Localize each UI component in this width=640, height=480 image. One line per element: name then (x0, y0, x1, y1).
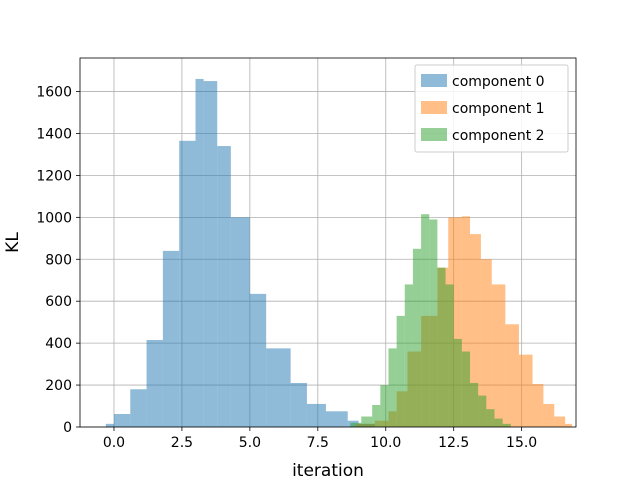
histogram-bar (491, 284, 506, 427)
y-axis-ticks: 0 200 400 600 800 1000 1200 1400 1600 (36, 85, 80, 436)
histogram-bar (105, 423, 114, 427)
histogram-bar (113, 414, 131, 427)
histogram-bar (478, 395, 487, 427)
y-tick-label: 200 (45, 378, 72, 394)
plot-frame (79, 57, 577, 428)
histogram-bar (388, 348, 397, 427)
histogram-bar (350, 422, 362, 427)
histogram-bar (502, 423, 511, 427)
y-tick-label: 0 (63, 420, 72, 436)
histogram-bar (325, 411, 348, 427)
histogram-bar (480, 259, 492, 427)
histogram-bars (105, 78, 572, 427)
legend-box (414, 64, 569, 153)
histogram-bar (470, 234, 481, 427)
histogram-bar (461, 351, 471, 427)
x-axis-ticks: 0.0 2.5 5.0 7.5 10.0 12.5 15.0 (103, 427, 537, 451)
x-tick-label: 0.0 (103, 435, 125, 451)
histogram-bar (429, 219, 438, 427)
histogram-bar (565, 423, 572, 427)
histogram-bar (372, 404, 381, 427)
y-axis-label: KL (3, 232, 23, 253)
series-2-bars (350, 214, 511, 427)
histogram-bar (543, 403, 555, 427)
histogram-bar (494, 418, 503, 427)
histogram-bar (470, 382, 479, 427)
y-tick-label: 1600 (36, 85, 72, 101)
histogram-bar (146, 339, 163, 427)
histogram-bar (230, 217, 250, 427)
histogram-bar (453, 338, 462, 427)
x-tick-label: 15.0 (506, 435, 537, 451)
histogram-bar (249, 293, 267, 427)
histogram-bar (130, 389, 147, 427)
histogram-bar (203, 81, 218, 427)
histogram-bar (437, 267, 446, 427)
series-0-bars (105, 78, 375, 427)
histogram-bar (266, 348, 291, 427)
histogram-bar (396, 315, 405, 427)
legend: component 0 component 1 component 2 (414, 64, 569, 153)
histogram-bar (486, 409, 495, 427)
x-axis-label: iteration (292, 461, 364, 480)
histogram-bar (532, 384, 544, 427)
histogram-bar (361, 416, 373, 427)
x-tick-label: 5.0 (239, 435, 261, 451)
legend-entry-label: component 1 (452, 101, 545, 117)
legend-swatch (421, 128, 447, 141)
y-tick-label: 800 (45, 252, 72, 268)
histogram-bar (518, 354, 533, 427)
histogram-bar (505, 324, 519, 427)
x-tick-label: 10.0 (370, 435, 401, 451)
x-tick-label: 2.5 (171, 435, 193, 451)
histogram-bar (306, 403, 326, 427)
histogram-bar (290, 382, 307, 427)
y-tick-label: 1200 (36, 168, 72, 184)
histogram-bar (421, 214, 430, 427)
histogram-bar (217, 146, 231, 427)
histogram-bar (404, 284, 413, 427)
y-tick-label: 1000 (36, 210, 72, 226)
histogram-bar (412, 248, 422, 427)
legend-entry-label: component 0 (452, 74, 545, 90)
histogram-bar (554, 416, 566, 427)
histogram-bar (445, 284, 454, 427)
histogram-bar (461, 216, 471, 427)
x-tick-label: 12.5 (438, 435, 469, 451)
histogram-bar (380, 385, 389, 427)
histogram-bar (162, 250, 180, 427)
histogram-bar (195, 78, 204, 427)
x-tick-label: 7.5 (307, 435, 329, 451)
histogram-bar (179, 140, 196, 427)
legend-entry-label: component 2 (452, 128, 545, 144)
legend-swatch (421, 74, 447, 87)
legend-swatch (421, 101, 447, 114)
y-tick-label: 400 (45, 336, 72, 352)
y-tick-label: 1400 (36, 126, 72, 142)
y-tick-label: 600 (45, 294, 72, 310)
